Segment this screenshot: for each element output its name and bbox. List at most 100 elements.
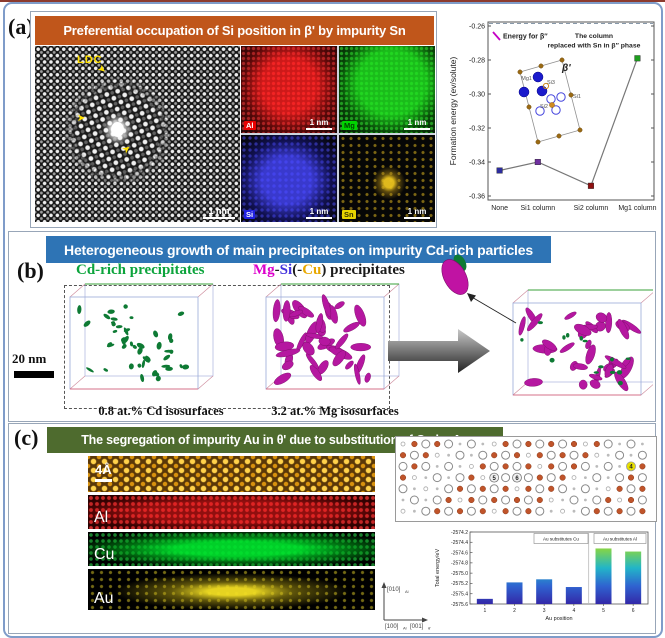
- eds-strip-cu: Cu: [88, 532, 375, 566]
- panel-a-label: (a): [8, 14, 34, 39]
- svg-text:-0.26: -0.26: [469, 24, 485, 31]
- isosurface-caption-mg: 3.2 at.% Mg isosurfaces: [271, 404, 399, 418]
- svg-text:β': β': [561, 63, 571, 74]
- legend-part: (-: [292, 262, 303, 278]
- strip-label: Cu: [94, 546, 115, 563]
- scale-bar-line: [203, 217, 235, 219]
- bright-spot: [111, 122, 124, 137]
- formation-energy-chart: -0.26 -0.28 -0.30 -0.32 -0.34 -0.36 Formation …: [448, 21, 657, 212]
- svg-text:-0.34: -0.34: [469, 160, 485, 167]
- scale-bar-line: [306, 217, 332, 219]
- scale-bar-line: [14, 371, 54, 378]
- svg-text:-2574.6: -2574.6: [451, 550, 468, 556]
- panel-b-label: (b): [17, 258, 44, 283]
- scale-bar-line: [404, 128, 430, 130]
- svg-text:4: 4: [572, 608, 575, 614]
- svg-text:-2575.4: -2575.4: [451, 592, 468, 598]
- scale-bar-label: 1 nm: [407, 207, 427, 216]
- atomic-lattice: 4 5 6: [398, 439, 647, 516]
- svg-text:-0.30: -0.30: [469, 92, 485, 99]
- eds-map-grid: Al 1 nm Mg 1 nm Si 1 nm Sn 1 nm: [241, 46, 435, 222]
- element-chip: Si: [244, 210, 256, 219]
- element-chip: Mg: [342, 121, 357, 130]
- svg-text:-0.28: -0.28: [469, 58, 485, 65]
- svg-text:Energy for β″: Energy for β″: [503, 34, 548, 41]
- svg-text:[001]: [001]: [410, 624, 424, 630]
- legend-part: ) precipitates: [321, 262, 405, 278]
- eds-map-al: Al 1 nm: [241, 46, 337, 133]
- scale-bar-label: 4Å: [95, 462, 112, 477]
- svg-text:[010]: [010]: [387, 587, 401, 593]
- svg-text:θ': θ': [428, 626, 431, 631]
- svg-text:-2575.2: -2575.2: [451, 581, 468, 587]
- element-chip: Sn: [342, 210, 356, 219]
- svg-text:Al: Al: [405, 589, 409, 594]
- strip-label: Au: [94, 590, 114, 607]
- svg-text:The column: The column: [575, 33, 613, 40]
- svg-text:-2575.0: -2575.0: [451, 571, 468, 577]
- scale-bar: 1 nm: [203, 206, 235, 219]
- svg-text:Total energy/eV: Total energy/eV: [435, 549, 441, 588]
- svg-text:-2574.8: -2574.8: [451, 561, 468, 567]
- panel-a-banner: Preferential occupation of Si position i…: [35, 16, 434, 45]
- crystal-axes: [010] Al[100] Al [001] θ': [381, 582, 431, 631]
- panel-c-label: (c): [14, 425, 39, 450]
- panel-b-banner: Heterogeneous growth of main precipitate…: [46, 236, 551, 263]
- scale-bar-line: [404, 217, 430, 219]
- svg-text:5: 5: [493, 476, 497, 482]
- svg-text:Au substitutes Cu: Au substitutes Cu: [543, 537, 579, 542]
- scale-bar-label: 1 nm: [309, 207, 329, 216]
- total-energy-chart: -2574.2 -2574.4 -2574.6 -2574.8 -2575.0 -2575…: [435, 530, 649, 622]
- apt-reconstruction-graphic: [69, 254, 653, 396]
- annotation-arrow-icon: ➤: [77, 113, 86, 124]
- scale-bar: 1 nm: [404, 207, 430, 219]
- scale-bar-line: [306, 128, 332, 130]
- svg-text:-2574.4: -2574.4: [451, 540, 468, 546]
- svg-text:Mg1: Mg1: [521, 76, 532, 82]
- svg-text:Mg1 column: Mg1 column: [618, 205, 656, 212]
- svg-text:Si3: Si3: [547, 80, 555, 86]
- eds-map-sn: Sn 1 nm: [339, 135, 435, 222]
- isosurface-caption-cd: 0.8 at.% Cd isosurfaces: [98, 404, 224, 418]
- svg-text:5: 5: [602, 608, 605, 614]
- atomic-structure-box: 4 5 6: [395, 436, 657, 522]
- scale-bar: 1 nm: [306, 207, 332, 219]
- legend-part: Cu: [302, 262, 322, 278]
- haadf-stem-image: LDC ➤ ➤ ➤ 1 nm: [35, 46, 240, 222]
- scale-bar-label: 1 nm: [407, 118, 427, 127]
- svg-text:Si1: Si1: [573, 94, 581, 100]
- scale-bar: 1 nm: [404, 118, 430, 130]
- svg-text:1: 1: [483, 608, 486, 614]
- svg-text:Au substitutes Al: Au substitutes Al: [603, 537, 637, 542]
- legend-part: Mg: [253, 262, 275, 278]
- strip-label: Al: [94, 509, 109, 526]
- svg-text:-0.36: -0.36: [469, 194, 485, 201]
- legend-part: -: [274, 262, 280, 278]
- svg-text:Si2 column: Si2 column: [574, 205, 609, 212]
- eds-map-si: Si 1 nm: [241, 135, 337, 222]
- svg-text:-0.32: -0.32: [469, 126, 485, 133]
- svg-text:Si2: Si2: [540, 104, 548, 110]
- legend-mg-si-cu: Mg-Si(-Cu) precipitates: [253, 262, 405, 279]
- scale-bar-label: 1 nm: [208, 206, 230, 216]
- eds-map-mg: Mg 1 nm: [339, 46, 435, 133]
- svg-text:Formation energy (ev/solute): Formation energy (ev/solute): [448, 57, 458, 166]
- eds-strip-al: Al: [88, 495, 375, 529]
- scale-bar-label: 1 nm: [309, 118, 329, 127]
- svg-text:[100]: [100]: [385, 624, 399, 630]
- scale-bar: 1 nm: [306, 118, 332, 130]
- svg-text:Al: Al: [403, 626, 407, 631]
- svg-text:-2575.6: -2575.6: [451, 602, 468, 608]
- svg-text:Au position: Au position: [545, 616, 572, 622]
- top-rule: [0, 0, 665, 2]
- svg-text:6: 6: [632, 608, 635, 614]
- scale-bar-line: [95, 479, 112, 482]
- svg-text:6: 6: [515, 476, 519, 482]
- svg-text:None: None: [491, 205, 508, 212]
- svg-text:-2574.2: -2574.2: [451, 530, 468, 536]
- svg-text:2: 2: [513, 608, 516, 614]
- haadf-strip: 4Å: [88, 456, 375, 492]
- svg-text:4: 4: [629, 465, 633, 471]
- svg-text:Si1 column: Si1 column: [520, 205, 555, 212]
- legend-part: Si: [279, 262, 293, 278]
